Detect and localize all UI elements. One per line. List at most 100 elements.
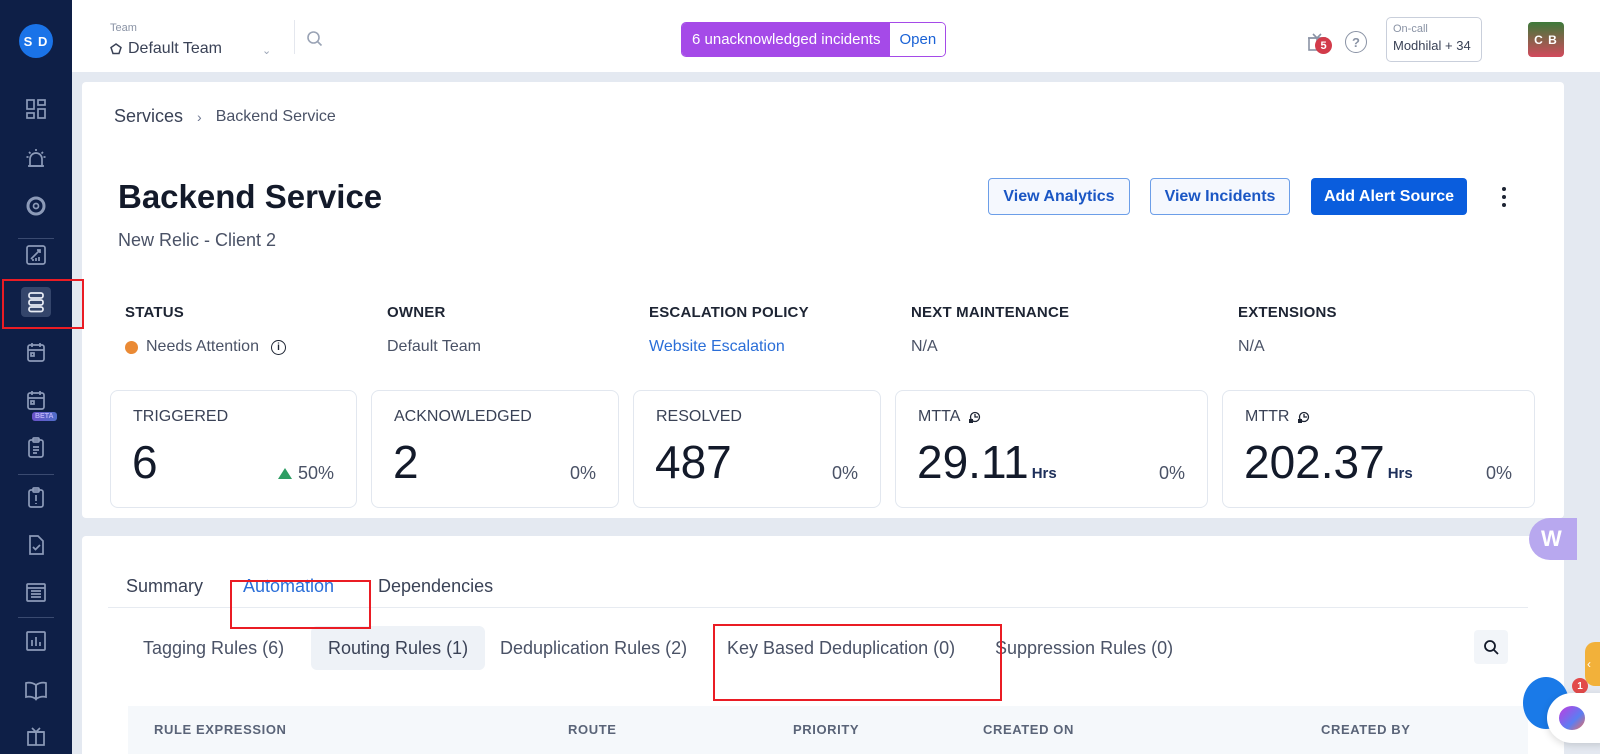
help-icon[interactable]: ? <box>1345 31 1367 53</box>
oncall-label: On-call <box>1393 23 1428 35</box>
stat-label: TRIGGERED <box>133 408 229 425</box>
stat-card-acknowledged: ACKNOWLEDGED 2 0% <box>371 390 619 508</box>
extensions-field: EXTENSIONS N/A <box>1238 304 1337 356</box>
page-title: Backend Service <box>118 178 383 215</box>
breadcrumb: Services › Backend Service <box>114 106 336 127</box>
team-label: Team <box>110 22 137 34</box>
stat-value: 29.11 <box>917 436 1029 488</box>
sidebar-item-sla[interactable] <box>21 530 51 560</box>
subtab-tagging-rules[interactable]: Tagging Rules (6) <box>143 637 285 658</box>
user-avatar[interactable]: C B <box>1528 22 1564 57</box>
search-button[interactable] <box>306 30 324 53</box>
top-bar: Team Default Team ⌄ 6 unacknowledged inc… <box>72 0 1600 72</box>
breadcrumb-services-link[interactable]: Services <box>114 106 184 126</box>
subtab-suppression-rules[interactable]: Suppression Rules (0) <box>995 637 1174 658</box>
sidebar-divider <box>18 238 54 239</box>
stat-value: 202.37 <box>1244 436 1385 488</box>
subtab-deduplication-rules[interactable]: Deduplication Rules (2) <box>500 637 688 658</box>
calendar-icon <box>27 343 45 362</box>
team-select[interactable]: Default Team <box>110 40 222 58</box>
column-header[interactable]: CREATED ON <box>983 722 1074 737</box>
stat-change: 0% <box>569 463 596 483</box>
brain-icon <box>1559 706 1585 730</box>
stat-change: 50% <box>297 463 334 483</box>
document-check-icon <box>29 535 44 555</box>
sidebar-item-status-pages[interactable] <box>21 577 51 607</box>
rules-table-header: RULE EXPRESSION ROUTE PRIORITY CREATED O… <box>128 706 1528 754</box>
owner-label: OWNER <box>387 304 446 321</box>
team-value: Default Team <box>128 40 222 57</box>
unacknowledged-incidents-banner: 6 unacknowledged incidents Open <box>681 22 947 57</box>
alarm-icon <box>26 149 46 167</box>
chevron-right-icon: › <box>197 108 202 125</box>
browser-icon <box>26 583 46 602</box>
tab-automation[interactable]: Automation <box>243 576 335 596</box>
stat-card-triggered: TRIGGERED 6 50% <box>110 390 357 508</box>
chat-notification-badge: 1 <box>1572 678 1588 694</box>
org-avatar[interactable]: S D <box>19 24 53 58</box>
status-field: STATUS Needs Attention i <box>125 304 286 356</box>
oncall-value: Modhilal + 34 <box>1393 38 1471 53</box>
rules-search-button[interactable] <box>1474 630 1508 664</box>
add-alert-source-button[interactable]: Add Alert Source <box>1311 178 1467 215</box>
column-header[interactable]: ROUTE <box>568 722 617 737</box>
ai-assistant-button[interactable] <box>1547 693 1600 743</box>
view-incidents-button[interactable]: View Incidents <box>1150 178 1290 215</box>
open-incidents-button[interactable]: Open <box>890 23 946 56</box>
sidebar-item-runbooks[interactable] <box>21 432 51 462</box>
stat-change: 0% <box>1485 463 1512 483</box>
stat-change: 0% <box>831 463 858 483</box>
sidebar-item-analytics[interactable] <box>21 240 51 270</box>
tab-summary[interactable]: Summary <box>126 576 204 596</box>
clock-pie-icon[interactable] <box>968 411 981 424</box>
more-options-icon[interactable] <box>1498 182 1510 212</box>
notification-badge: 5 <box>1315 37 1332 54</box>
status-dot-icon <box>125 340 138 354</box>
escalation-policy-link[interactable]: Website Escalation <box>649 338 785 355</box>
info-icon[interactable]: i <box>270 339 286 355</box>
owner-value: Default Team <box>387 338 481 355</box>
w-assistant-widget[interactable]: W <box>1529 518 1577 560</box>
clock-pie-icon[interactable] <box>1297 411 1310 424</box>
sidebar-item-incidents[interactable] <box>21 143 51 173</box>
sidebar-item-schedules-beta[interactable] <box>21 385 51 415</box>
sidebar-divider <box>18 617 54 618</box>
sidebar-item-services[interactable] <box>21 287 51 317</box>
chevron-down-icon[interactable]: ⌄ <box>262 45 272 57</box>
stat-unit: Hrs <box>1387 465 1413 482</box>
stat-label: RESOLVED <box>656 408 742 425</box>
team-icon <box>110 43 122 55</box>
sidebar-divider <box>18 474 54 475</box>
next-maintenance-value: N/A <box>911 338 938 355</box>
tab-dependencies[interactable]: Dependencies <box>378 576 494 596</box>
owner-field: OWNER Default Team <box>387 304 481 356</box>
book-icon <box>25 681 47 701</box>
column-header[interactable]: RULE EXPRESSION <box>154 722 287 737</box>
next-maintenance-label: NEXT MAINTENANCE <box>911 304 1070 321</box>
sidebar-item-postmortems[interactable] <box>21 482 51 512</box>
column-header[interactable]: CREATED BY <box>1321 722 1411 737</box>
gift-dollar-icon <box>27 727 45 746</box>
calendar-icon <box>27 391 45 410</box>
oncall-widget[interactable]: On-call Modhilal + 34 <box>1386 17 1482 62</box>
clipboard-icon <box>28 437 44 458</box>
collapse-panel-tab[interactable]: ‹ <box>1585 642 1600 686</box>
sidebar-item-billing[interactable] <box>21 720 51 750</box>
view-analytics-button[interactable]: View Analytics <box>988 178 1130 215</box>
clipboard-alert-icon <box>28 487 44 508</box>
services-icon <box>28 292 44 313</box>
service-overview-card: Services › Backend Service Backend Servi… <box>82 82 1564 518</box>
subtab-routing-rules[interactable]: Routing Rules (1) <box>311 626 486 670</box>
escalation-policy-field: ESCALATION POLICY Website Escalation <box>649 304 809 356</box>
sidebar-item-reports[interactable] <box>21 626 51 656</box>
stat-label: MTTA <box>918 408 961 425</box>
stat-value: 6 <box>132 436 158 488</box>
sidebar-item-docs[interactable] <box>21 675 51 705</box>
analytics-icon <box>26 245 46 265</box>
sidebar-item-schedules[interactable] <box>21 337 51 367</box>
status-value: Needs Attention <box>146 338 259 355</box>
sidebar-item-dashboard[interactable] <box>21 94 51 124</box>
sidebar-item-status[interactable] <box>21 191 51 221</box>
subtab-key-based-deduplication[interactable]: Key Based Deduplication (0) <box>727 637 956 658</box>
column-header[interactable]: PRIORITY <box>793 722 860 737</box>
